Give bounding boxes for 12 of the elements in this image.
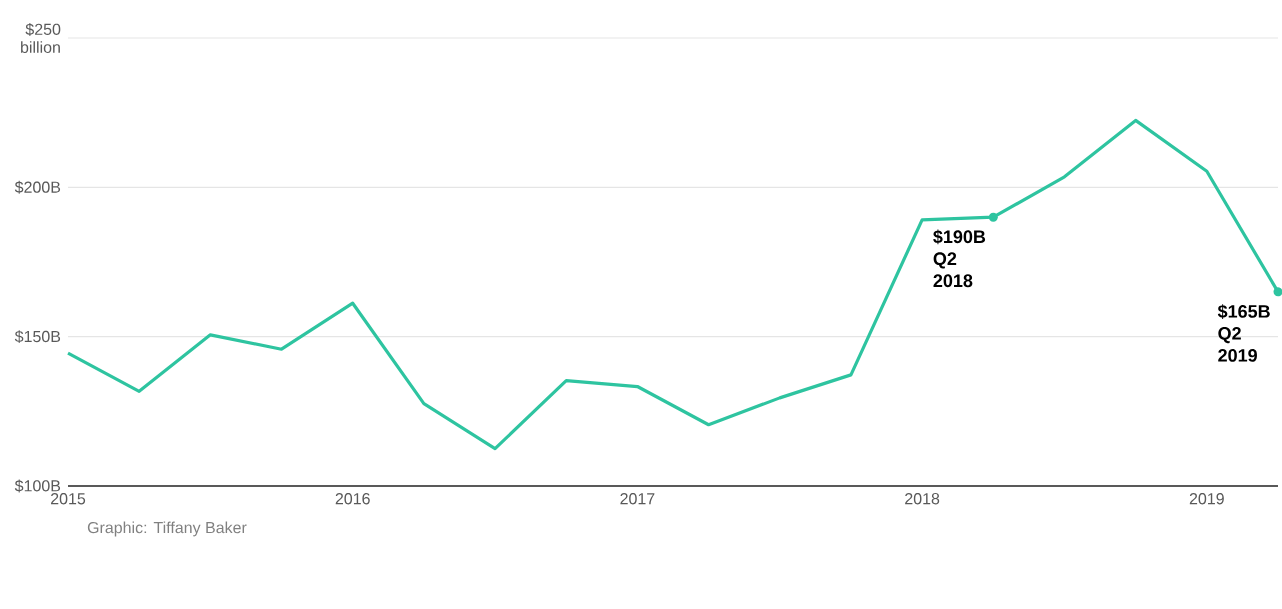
x-tick-label: 2019	[1189, 493, 1224, 505]
y-tick-label: $100B	[14, 479, 61, 493]
y-tick-label: $150B	[14, 330, 61, 344]
y-tick-label: $250 billion	[21, 22, 61, 53]
y-tick-label: $200B	[14, 180, 61, 194]
x-tick-label: 2018	[905, 493, 940, 505]
x-tick-label: 2016	[335, 493, 370, 505]
text: Graphic: Tiffany Baker	[87, 521, 247, 537]
annotation: $190B Q2 2018	[933, 229, 986, 288]
annotation: $165B Q2 2019	[1217, 304, 1270, 362]
x-tick-label: 2017	[620, 493, 655, 505]
x-tick-label: 2015	[51, 493, 86, 505]
